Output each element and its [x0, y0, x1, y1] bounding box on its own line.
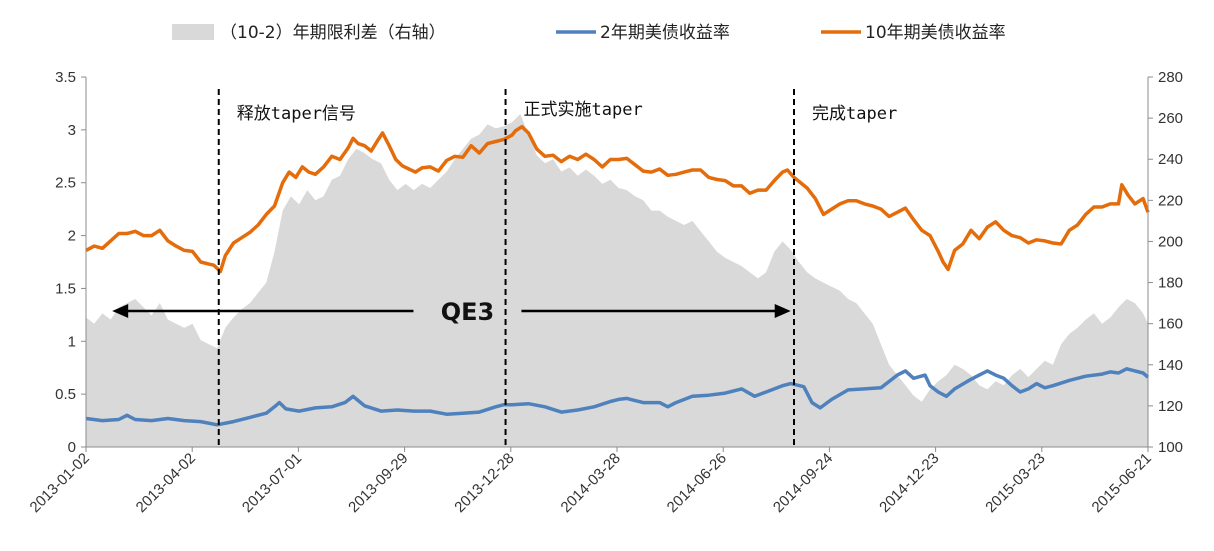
x-tick-label: 2015-03-23 — [982, 450, 1048, 516]
yield-lines-layer — [85, 124, 1150, 427]
x-tick-label: 2013-07-01 — [239, 450, 305, 516]
x-tick-label: 2013-01-02 — [27, 450, 93, 516]
y-right-tick-label: 220 — [1158, 192, 1183, 209]
x-tick-label: 2013-04-02 — [133, 450, 199, 516]
y-left-tick-label: 0 — [68, 439, 76, 456]
taper-marker-label: 正式实施taper — [524, 100, 643, 120]
legend-label: 10年期美债收益率 — [865, 23, 1006, 43]
spread-area-layer — [86, 114, 1148, 447]
legend-label: 2年期美债收益率 — [600, 23, 730, 43]
y-right-tick-label: 180 — [1158, 275, 1183, 292]
taper-marker-label: 完成taper — [812, 104, 897, 124]
y-right-tick-label: 280 — [1158, 69, 1183, 86]
y-right-tick-label: 140 — [1158, 357, 1183, 374]
qe3-arrow-left-head — [112, 304, 129, 318]
x-tick-label: 2013-09-29 — [345, 450, 411, 516]
y-right-tick-label: 120 — [1158, 398, 1183, 415]
x-tick-label: 2015-06-21 — [1089, 450, 1155, 516]
legend-label: （10-2）年期限利差（右轴） — [220, 23, 446, 43]
x-tick-label: 2013-12-28 — [451, 450, 517, 516]
y-right-tick-label: 160 — [1158, 316, 1183, 333]
y-left-tick-label: 1 — [68, 333, 76, 350]
spread-area — [86, 114, 1148, 447]
y-right-tick-label: 200 — [1158, 233, 1183, 250]
y-left-tick-label: 1.5 — [55, 280, 76, 297]
y-right-tick-label: 260 — [1158, 110, 1183, 127]
qe3-label: QE3 — [441, 298, 495, 326]
qe3-arrow-right-head — [774, 304, 791, 318]
y-left-tick-label: 0.5 — [55, 386, 76, 403]
y-right-tick-label: 100 — [1158, 439, 1183, 456]
annotations: 释放taper信号 正式实施taper 完成taper QE3 — [112, 89, 897, 447]
y-left-tick-label: 2 — [68, 228, 76, 245]
line-2y-yield — [85, 367, 1150, 427]
y-left-tick-label: 2.5 — [55, 175, 76, 192]
y-left-tick-label: 3.5 — [55, 69, 76, 86]
y-left-tick-label: 3 — [68, 122, 76, 139]
line-10y-yield — [85, 124, 1150, 274]
legend: （10-2）年期限利差（右轴） 2年期美债收益率 10年期美债收益率 — [172, 23, 1006, 43]
x-tick-label: 2014-09-24 — [770, 450, 836, 516]
taper-marker-label: 释放taper信号 — [237, 104, 356, 124]
legend-swatch-spread — [172, 24, 214, 40]
y-right-tick-label: 240 — [1158, 151, 1183, 168]
x-tick-label: 2014-06-26 — [664, 450, 730, 516]
x-tick-label: 2014-03-28 — [558, 450, 624, 516]
x-tick-label: 2014-12-23 — [876, 450, 942, 516]
